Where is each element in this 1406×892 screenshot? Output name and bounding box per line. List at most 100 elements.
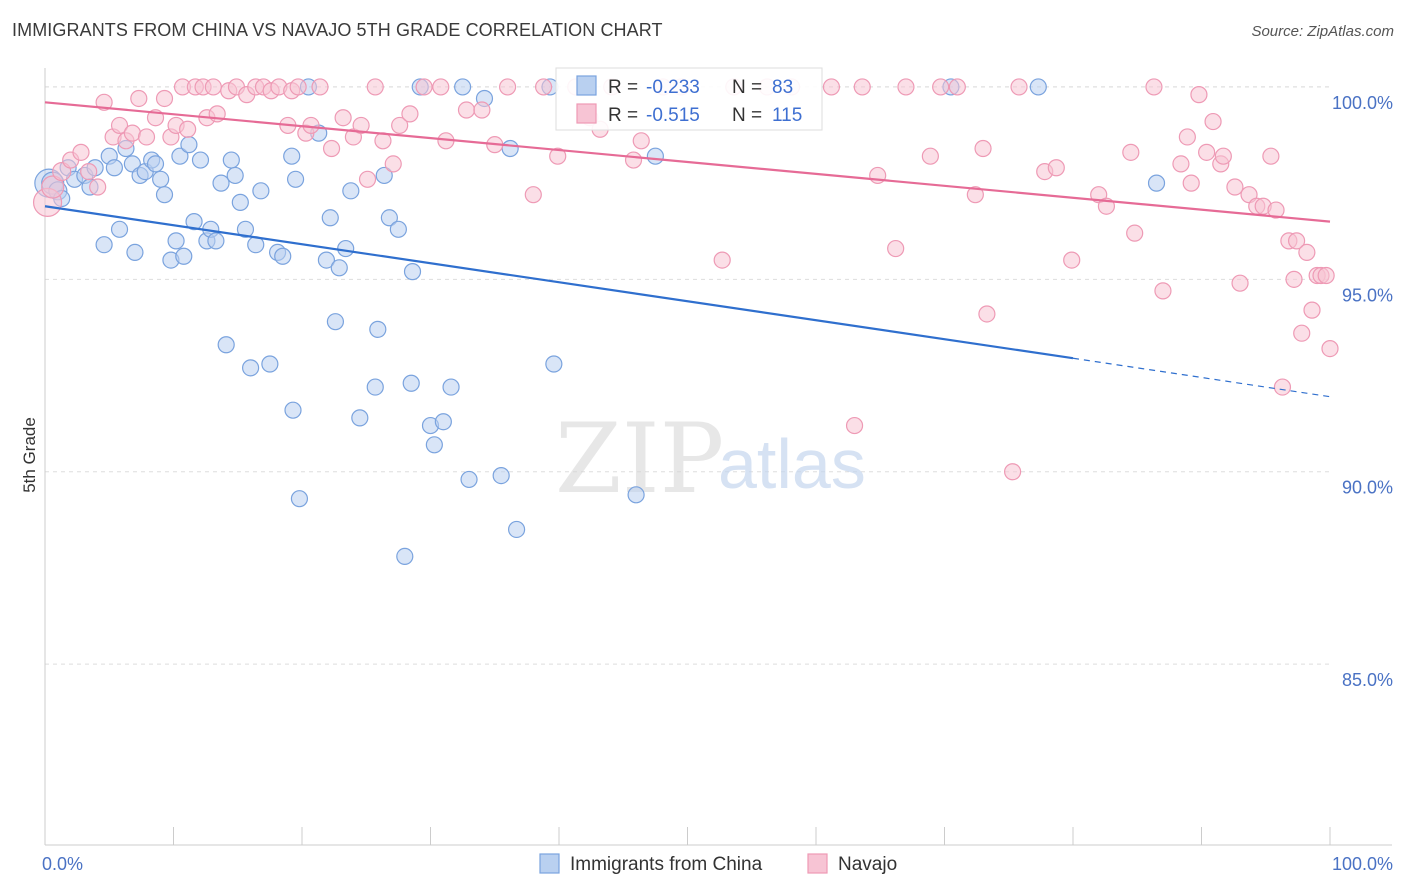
china-point-32[interactable] <box>212 174 230 192</box>
navajo-point-98[interactable] <box>1204 112 1222 131</box>
china-point-77[interactable] <box>545 355 563 373</box>
china-point-75[interactable] <box>507 520 526 539</box>
china-point-38[interactable] <box>242 359 260 377</box>
china-point-26[interactable] <box>180 136 198 154</box>
navajo-point-101[interactable] <box>1226 178 1244 196</box>
china-point-27[interactable] <box>185 213 203 231</box>
china-point-60[interactable] <box>380 209 398 227</box>
navajo-point-77[interactable] <box>932 78 950 96</box>
navajo-point-71[interactable] <box>845 416 864 435</box>
navajo-point-13[interactable] <box>137 128 156 146</box>
navajo-point-49[interactable] <box>432 78 450 96</box>
navajo-point-107[interactable] <box>1267 201 1285 219</box>
china-point-11[interactable] <box>105 159 123 177</box>
navajo-point-19[interactable] <box>179 120 197 138</box>
china-point-70[interactable] <box>454 78 472 96</box>
navajo-point-51[interactable] <box>457 101 476 119</box>
navajo-point-108[interactable] <box>1273 378 1292 396</box>
navajo-point-114[interactable] <box>1303 301 1321 319</box>
navajo-point-47[interactable] <box>401 105 419 123</box>
china-point-20[interactable] <box>152 170 170 188</box>
china-point-33[interactable] <box>217 336 235 354</box>
china-point-19[interactable] <box>146 155 165 173</box>
navajo-point-89[interactable] <box>1122 143 1140 161</box>
navajo-point-117[interactable] <box>1317 266 1335 285</box>
china-point-50[interactable] <box>317 251 336 269</box>
navajo-point-90[interactable] <box>1126 224 1144 242</box>
china-point-37[interactable] <box>236 220 255 238</box>
china-point-51[interactable] <box>321 209 339 227</box>
china-point-24[interactable] <box>171 147 189 165</box>
navajo-point-12[interactable] <box>130 89 148 108</box>
china-point-55[interactable] <box>342 182 360 200</box>
china-point-44[interactable] <box>283 147 301 165</box>
china-point-57[interactable] <box>366 378 384 396</box>
china-point-63[interactable] <box>402 374 420 392</box>
china-point-34[interactable] <box>222 151 240 169</box>
navajo-point-37[interactable] <box>311 78 329 96</box>
navajo-point-55[interactable] <box>524 186 542 204</box>
navajo-point-111[interactable] <box>1287 232 1306 250</box>
navajo-point-76[interactable] <box>921 147 939 165</box>
navajo-point-34[interactable] <box>289 78 307 96</box>
navajo-point-9[interactable] <box>110 116 129 135</box>
navajo-point-57[interactable] <box>549 147 567 165</box>
navajo-point-72[interactable] <box>853 78 871 96</box>
china-point-69[interactable] <box>442 378 460 396</box>
navajo-point-94[interactable] <box>1178 128 1196 146</box>
navajo-point-102[interactable] <box>1231 274 1249 292</box>
navajo-point-97[interactable] <box>1198 143 1216 161</box>
navajo-point-112[interactable] <box>1293 324 1311 342</box>
navajo-point-113[interactable] <box>1298 243 1316 262</box>
china-point-15[interactable] <box>126 243 144 262</box>
china-point-58[interactable] <box>369 320 387 338</box>
navajo-point-80[interactable] <box>974 139 992 158</box>
china-point-74[interactable] <box>501 139 519 158</box>
china-point-25[interactable] <box>175 247 193 265</box>
china-point-56[interactable] <box>351 409 369 427</box>
china-point-41[interactable] <box>261 355 279 373</box>
china-point-78[interactable] <box>627 486 645 504</box>
navajo-point-15[interactable] <box>155 89 174 108</box>
navajo-point-54[interactable] <box>499 78 517 96</box>
navajo-point-70[interactable] <box>822 78 841 96</box>
china-point-53[interactable] <box>330 259 348 277</box>
navajo-point-93[interactable] <box>1172 155 1190 173</box>
navajo-point-42[interactable] <box>358 170 377 188</box>
china-point-79[interactable] <box>646 147 664 165</box>
navajo-point-23[interactable] <box>204 78 222 96</box>
china-point-45[interactable] <box>284 401 302 419</box>
china-point-36[interactable] <box>231 193 249 211</box>
navajo-point-79[interactable] <box>966 186 984 204</box>
navajo-point-86[interactable] <box>1063 251 1081 269</box>
navajo-point-83[interactable] <box>1010 78 1028 96</box>
china-point-43[interactable] <box>274 247 292 265</box>
china-point-35[interactable] <box>226 166 244 185</box>
china-point-82[interactable] <box>1147 174 1166 192</box>
china-point-54[interactable] <box>337 239 355 258</box>
china-point-23[interactable] <box>167 232 185 250</box>
navajo-point-7[interactable] <box>95 93 113 111</box>
china-point-46[interactable] <box>286 170 305 188</box>
navajo-point-46[interactable] <box>391 116 409 135</box>
navajo-point-4[interactable] <box>72 143 90 161</box>
navajo-point-74[interactable] <box>887 239 905 258</box>
navajo-point-56[interactable] <box>534 78 553 96</box>
china-point-68[interactable] <box>434 413 452 431</box>
china-point-64[interactable] <box>403 263 422 281</box>
navajo-point-43[interactable] <box>366 78 384 96</box>
china-point-73[interactable] <box>492 466 510 485</box>
navajo-point-91[interactable] <box>1145 78 1163 96</box>
navajo-point-6[interactable] <box>89 178 107 196</box>
navajo-point-75[interactable] <box>897 78 915 96</box>
navajo-point-41[interactable] <box>352 116 370 135</box>
china-point-9[interactable] <box>95 236 113 254</box>
navajo-point-38[interactable] <box>322 139 341 158</box>
navajo-point-66[interactable] <box>713 251 731 269</box>
navajo-point-110[interactable] <box>1285 270 1303 288</box>
navajo-point-45[interactable] <box>384 155 402 173</box>
china-point-12[interactable] <box>110 220 129 238</box>
china-point-47[interactable] <box>290 490 309 508</box>
navajo-point-5[interactable] <box>80 162 98 181</box>
china-point-67[interactable] <box>425 436 443 454</box>
